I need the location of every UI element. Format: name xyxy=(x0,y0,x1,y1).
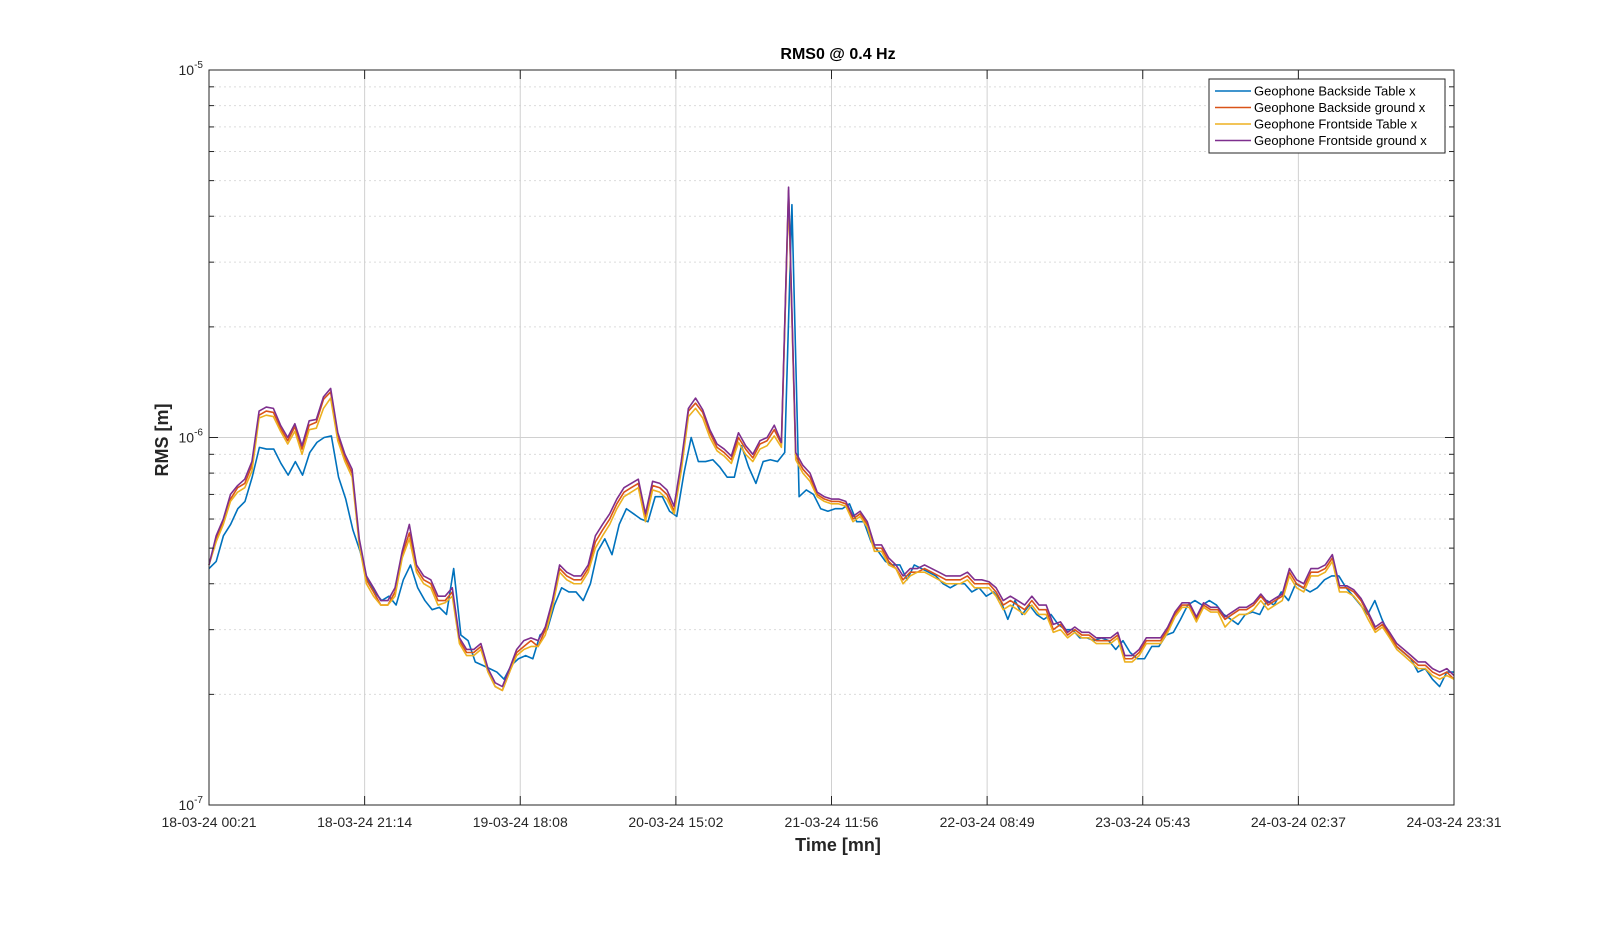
x-tick-label: 18-03-24 21:14 xyxy=(317,814,412,830)
plot-area xyxy=(208,69,1455,806)
chart-title: RMS0 @ 0.4 Hz xyxy=(780,46,895,63)
y-tick-exponent: -6 xyxy=(194,428,203,439)
series-line-3 xyxy=(208,193,1455,692)
y-axis-title: RMS [m] xyxy=(152,404,172,477)
y-tick-label: 10-5 xyxy=(179,60,204,78)
x-tick-label: 22-03-24 08:49 xyxy=(940,814,1035,830)
y-tick-exponent: -5 xyxy=(194,60,203,71)
x-tick-label: 18-03-24 00:21 xyxy=(162,814,257,830)
y-tick-label: 10-7 xyxy=(179,795,204,813)
y-axis-tick-labels: 10-710-610-5 xyxy=(179,60,204,813)
x-tick-label: 21-03-24 11:56 xyxy=(785,814,879,830)
x-axis-title: Time [mn] xyxy=(795,835,881,855)
x-tick-label: 24-03-24 23:31 xyxy=(1407,814,1502,830)
x-tick-label: 23-03-24 05:43 xyxy=(1095,814,1190,830)
y-tick-exponent: -7 xyxy=(194,795,203,806)
x-tick-label: 20-03-24 15:02 xyxy=(628,814,723,830)
y-tick-base: 10 xyxy=(179,797,195,813)
x-tick-label: 19-03-24 18:08 xyxy=(473,814,568,830)
y-tick-base: 10 xyxy=(179,62,195,78)
legend-entry-label: Geophone Frontside Table x xyxy=(1254,117,1418,132)
legend-entry-label: Geophone Backside ground x xyxy=(1254,100,1426,115)
y-tick-label: 10-6 xyxy=(179,428,204,446)
x-axis-tick-labels: 18-03-24 00:21 18-03-24 21:14 19-03-24 18:… xyxy=(162,814,1502,830)
y-tick-base: 10 xyxy=(179,430,195,446)
axis-ticks xyxy=(208,69,1455,806)
x-tick-label: 24-03-24 02:37 xyxy=(1251,814,1346,830)
series-line-4 xyxy=(208,186,1455,688)
series-lines xyxy=(208,186,1455,692)
legend-entry-label: Geophone Backside Table x xyxy=(1254,84,1416,99)
legend-entry-label: Geophone Frontside ground x xyxy=(1254,133,1427,148)
